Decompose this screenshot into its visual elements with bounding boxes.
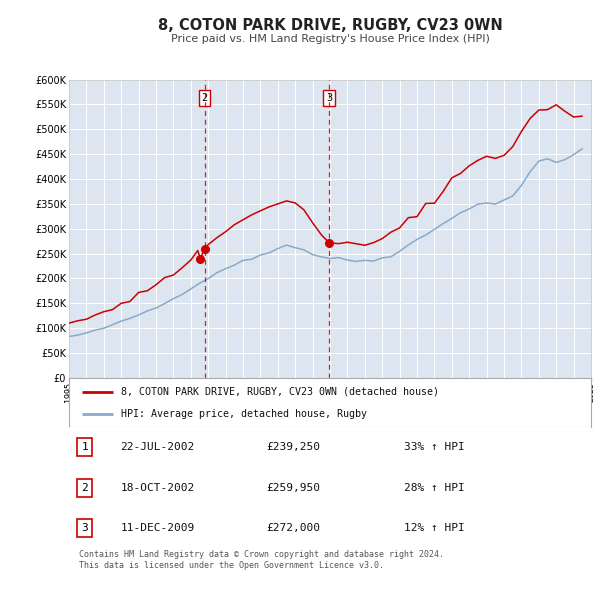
Text: £239,250: £239,250 [266, 442, 320, 452]
Text: 1: 1 [81, 442, 88, 452]
Text: Contains HM Land Registry data © Crown copyright and database right 2024.
This d: Contains HM Land Registry data © Crown c… [79, 550, 445, 570]
Text: Price paid vs. HM Land Registry's House Price Index (HPI): Price paid vs. HM Land Registry's House … [170, 34, 490, 44]
Text: 3: 3 [326, 93, 332, 103]
Text: 8, COTON PARK DRIVE, RUGBY, CV23 0WN (detached house): 8, COTON PARK DRIVE, RUGBY, CV23 0WN (de… [121, 386, 439, 396]
Text: 3: 3 [81, 523, 88, 533]
Text: 28% ↑ HPI: 28% ↑ HPI [404, 483, 465, 493]
Text: 33% ↑ HPI: 33% ↑ HPI [404, 442, 465, 452]
Text: 12% ↑ HPI: 12% ↑ HPI [404, 523, 465, 533]
Text: 18-OCT-2002: 18-OCT-2002 [121, 483, 195, 493]
Text: 8, COTON PARK DRIVE, RUGBY, CV23 0WN: 8, COTON PARK DRIVE, RUGBY, CV23 0WN [158, 18, 502, 32]
Text: £272,000: £272,000 [266, 523, 320, 533]
Text: HPI: Average price, detached house, Rugby: HPI: Average price, detached house, Rugb… [121, 409, 367, 419]
Text: £259,950: £259,950 [266, 483, 320, 493]
Text: 2: 2 [202, 93, 208, 103]
Text: 2: 2 [81, 483, 88, 493]
Text: 11-DEC-2009: 11-DEC-2009 [121, 523, 195, 533]
Text: 22-JUL-2002: 22-JUL-2002 [121, 442, 195, 452]
